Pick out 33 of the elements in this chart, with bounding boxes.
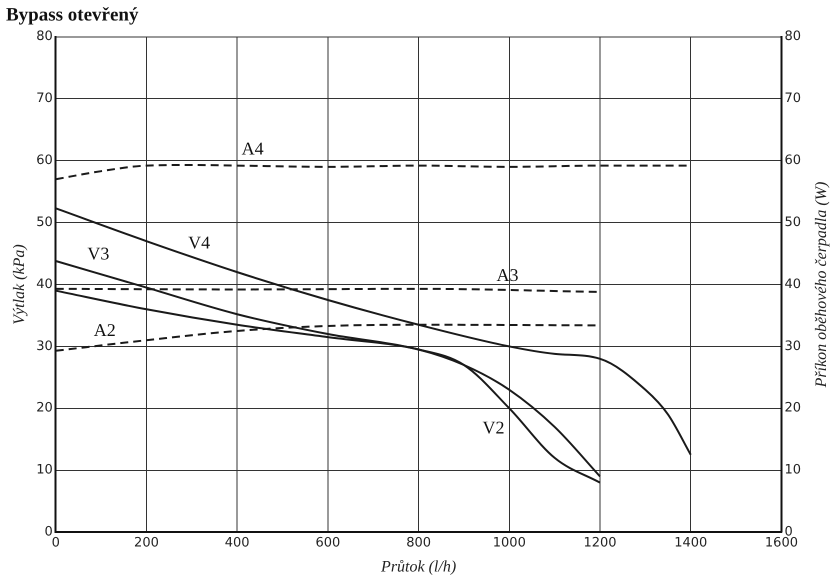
y-tick-label: 40 bbox=[36, 276, 53, 292]
y2-tick-label: 10 bbox=[784, 462, 802, 478]
series-label: A4 bbox=[242, 138, 264, 159]
y-axis-title: Výtlak (kPa) bbox=[10, 244, 28, 325]
y2-tick-label: 30 bbox=[784, 338, 802, 354]
y-tick-label: 30 bbox=[36, 338, 53, 354]
x-tick-label: 400 bbox=[224, 535, 250, 550]
x-tick-label: 600 bbox=[315, 535, 340, 550]
y2-tick-label: 20 bbox=[784, 400, 802, 416]
y-tick-label: 70 bbox=[36, 91, 53, 106]
x-tick-label: 1200 bbox=[583, 535, 617, 550]
x-axis-title: Průtok (l/h) bbox=[380, 558, 456, 576]
y2-tick-label: 80 bbox=[784, 29, 802, 44]
series-label: V3 bbox=[87, 243, 110, 264]
y2-tick-label: 60 bbox=[784, 153, 802, 168]
x-tick-label: 1400 bbox=[674, 535, 708, 550]
series-label: V4 bbox=[188, 232, 210, 252]
x-tick-label: 800 bbox=[406, 535, 432, 550]
x-tick-label: 1000 bbox=[492, 535, 526, 550]
y-tick-label: 20 bbox=[36, 400, 53, 416]
chart-title: Bypass otevřený bbox=[6, 4, 139, 26]
y2-tick-label: 70 bbox=[784, 91, 802, 106]
y-tick-label: 0 bbox=[44, 524, 53, 540]
y2-axis-title: Příkon oběhového čerpadla (W) bbox=[813, 182, 830, 388]
y-tick-label: 60 bbox=[36, 153, 53, 168]
y-tick-label: 50 bbox=[36, 214, 53, 230]
series-label: V2 bbox=[482, 417, 504, 438]
y-tick-label: 80 bbox=[36, 29, 53, 44]
x-tick-label: 200 bbox=[134, 535, 159, 550]
y2-tick-label: 50 bbox=[784, 214, 802, 230]
series-label: A2 bbox=[94, 320, 116, 340]
y-tick-label: 10 bbox=[36, 462, 53, 478]
y2-tick-label: 40 bbox=[784, 276, 802, 292]
